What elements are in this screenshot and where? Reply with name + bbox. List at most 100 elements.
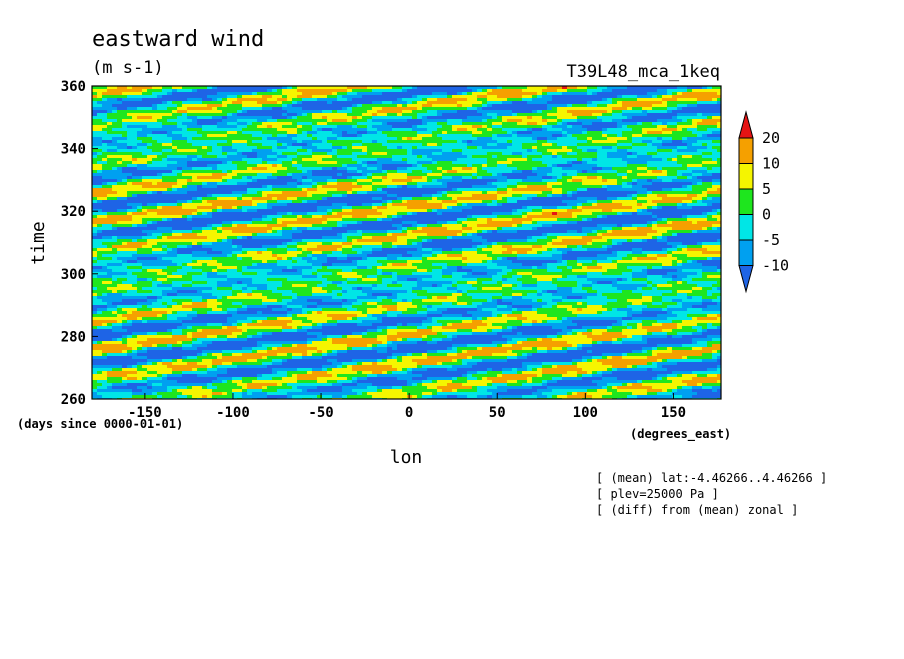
contour-cell [447,125,453,129]
contour-cell [222,92,228,96]
contour-cell [497,122,503,126]
contour-cell [247,140,253,144]
contour-cell [402,104,408,108]
contour-cell [367,110,373,114]
contour-cell [702,92,708,96]
contour-cell [342,104,348,108]
contour-cell [312,107,318,111]
contour-cell [182,89,188,93]
contour-cell [682,125,688,129]
contour-cell [187,131,193,135]
contour-cell [187,104,193,108]
contour-cell [517,125,523,129]
contour-cell [117,143,123,147]
contour-cell [392,137,398,141]
contour-cell [717,128,721,132]
contour-cell [292,104,298,108]
contour-cell [677,134,683,138]
contour-cell [292,110,298,114]
contour-cell [397,104,403,108]
contour-cell [237,122,243,126]
contour-cell [592,110,598,114]
contour-cell [122,116,128,120]
contour-cell [677,89,683,93]
contour-cell [622,98,628,102]
contour-cell [552,119,558,123]
contour-cell [602,119,608,123]
contour-cell [97,125,103,129]
contour-cell [362,113,368,117]
contour-cell [542,137,548,141]
contour-cell [337,116,343,120]
contour-cell [387,107,393,111]
contour-cell [647,92,653,96]
contour-cell [457,86,463,90]
contour-cell [177,101,183,105]
contour-cell [662,116,668,120]
contour-cell [442,86,448,90]
contour-cell [532,86,538,90]
contour-cell [217,149,223,153]
contour-cell [292,92,298,96]
contour-cell [377,119,383,123]
contour-cell [652,128,658,132]
contour-cell [347,119,353,123]
contour-cell [397,140,403,144]
contour-cell [542,101,548,105]
contour-cell [272,110,278,114]
contour-cell [237,119,243,123]
contour-cell [217,122,223,126]
contour-cell [102,125,108,129]
contour-cell [147,137,153,141]
contour-cell [112,143,118,147]
contour-cell [552,134,558,138]
contour-cell [452,107,458,111]
contour-cell [707,140,713,144]
contour-cell [197,113,203,117]
contour-cell [382,140,388,144]
contour-cell [397,122,403,126]
contour-cell [717,95,721,99]
contour-cell [532,113,538,117]
contour-cell [367,104,373,108]
contour-cell [557,125,563,129]
contour-cell [527,92,533,96]
contour-cell [637,107,643,111]
contour-cell [352,119,358,123]
contour-cell [622,86,628,90]
contour-cell [672,104,678,108]
contour-cell [532,143,538,147]
contour-cell [257,125,263,129]
contour-cell [157,134,163,138]
contour-cell [257,101,263,105]
contour-cell [212,92,218,96]
contour-cell [347,110,353,114]
contour-cell [527,146,533,150]
contour-cell [557,92,563,96]
contour-cell [377,134,383,138]
contour-cell [607,98,613,102]
contour-cell [572,125,578,129]
contour-cell [327,104,333,108]
contour-cell [647,128,653,132]
contour-cell [162,134,168,138]
contour-cell [192,89,198,93]
contour-cell [302,113,308,117]
contour-cell [617,98,623,102]
contour-cell [317,92,323,96]
contour-cell [262,137,268,141]
contour-cell [242,113,248,117]
contour-cell [687,89,693,93]
contour-cell [512,134,518,138]
contour-cell [507,107,513,111]
contour-cell [167,146,173,150]
contour-cell [167,95,173,99]
contour-cell [357,140,363,144]
contour-cell [697,137,703,141]
contour-cell [497,137,503,141]
contour-cell [547,107,553,111]
contour-cell [197,131,203,135]
contour-cell [592,101,598,105]
contour-cell [207,110,213,114]
contour-cell [342,137,348,141]
